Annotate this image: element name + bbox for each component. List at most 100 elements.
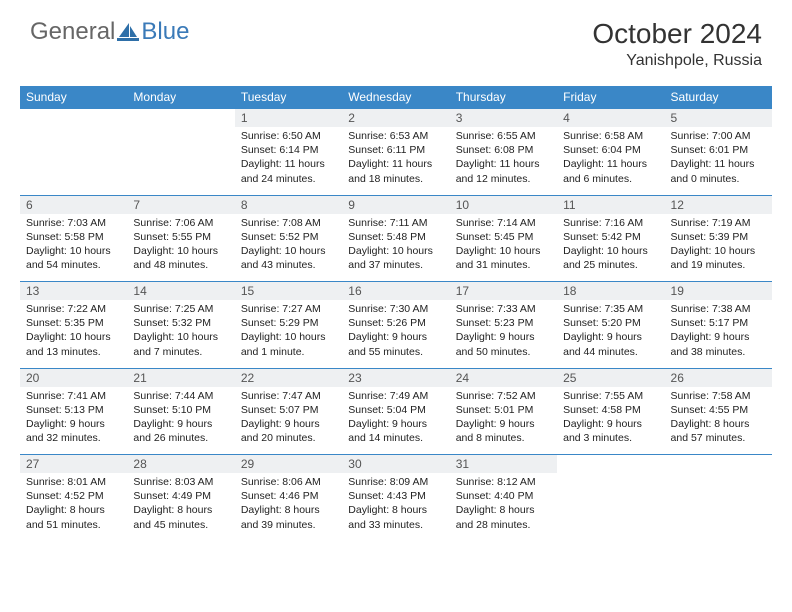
day-body-row: Sunrise: 6:50 AMSunset: 6:14 PMDaylight:…	[20, 127, 772, 195]
day-number-cell: 29	[235, 455, 342, 474]
sunrise-text: Sunrise: 7:33 AM	[456, 302, 551, 316]
sunrise-text: Sunrise: 6:58 AM	[563, 129, 658, 143]
day-number-cell: 1	[235, 109, 342, 128]
day-number-cell: 15	[235, 282, 342, 301]
day-number-cell: 27	[20, 455, 127, 474]
day-number-cell	[127, 109, 234, 128]
daylight-text-2: and 45 minutes.	[133, 518, 228, 532]
title-block: October 2024 Yanishpole, Russia	[592, 18, 762, 70]
day-number-cell: 18	[557, 282, 664, 301]
day-number-row: 2728293031	[20, 455, 772, 474]
daylight-text-2: and 1 minute.	[241, 345, 336, 359]
daylight-text-2: and 50 minutes.	[456, 345, 551, 359]
day-body-cell	[665, 473, 772, 541]
daylight-text-1: Daylight: 10 hours	[133, 244, 228, 258]
day-body-cell: Sunrise: 7:58 AMSunset: 4:55 PMDaylight:…	[665, 387, 772, 455]
day-body-cell: Sunrise: 7:06 AMSunset: 5:55 PMDaylight:…	[127, 214, 234, 282]
day-body-cell: Sunrise: 7:55 AMSunset: 4:58 PMDaylight:…	[557, 387, 664, 455]
sunset-text: Sunset: 4:52 PM	[26, 489, 121, 503]
sunset-text: Sunset: 6:04 PM	[563, 143, 658, 157]
day-body-cell: Sunrise: 7:47 AMSunset: 5:07 PMDaylight:…	[235, 387, 342, 455]
weekday-header: Saturday	[665, 86, 772, 109]
daylight-text-1: Daylight: 9 hours	[456, 330, 551, 344]
daylight-text-2: and 44 minutes.	[563, 345, 658, 359]
sunset-text: Sunset: 5:58 PM	[26, 230, 121, 244]
day-body-cell: Sunrise: 8:03 AMSunset: 4:49 PMDaylight:…	[127, 473, 234, 541]
daylight-text-2: and 0 minutes.	[671, 172, 766, 186]
daylight-text-1: Daylight: 10 hours	[241, 244, 336, 258]
location-label: Yanishpole, Russia	[592, 52, 762, 70]
daylight-text-1: Daylight: 8 hours	[348, 503, 443, 517]
sunrise-text: Sunrise: 8:06 AM	[241, 475, 336, 489]
day-number-cell: 2	[342, 109, 449, 128]
daylight-text-2: and 13 minutes.	[26, 345, 121, 359]
daylight-text-1: Daylight: 10 hours	[133, 330, 228, 344]
day-body-cell: Sunrise: 7:00 AMSunset: 6:01 PMDaylight:…	[665, 127, 772, 195]
day-number-cell: 17	[450, 282, 557, 301]
day-body-cell: Sunrise: 7:08 AMSunset: 5:52 PMDaylight:…	[235, 214, 342, 282]
sunset-text: Sunset: 4:49 PM	[133, 489, 228, 503]
daylight-text-2: and 20 minutes.	[241, 431, 336, 445]
weekday-header: Wednesday	[342, 86, 449, 109]
daylight-text-1: Daylight: 9 hours	[348, 417, 443, 431]
day-number-cell: 13	[20, 282, 127, 301]
daylight-text-1: Daylight: 8 hours	[241, 503, 336, 517]
daylight-text-2: and 31 minutes.	[456, 258, 551, 272]
day-number-cell: 31	[450, 455, 557, 474]
daylight-text-2: and 3 minutes.	[563, 431, 658, 445]
sunrise-text: Sunrise: 7:03 AM	[26, 216, 121, 230]
day-number-cell: 4	[557, 109, 664, 128]
sunrise-text: Sunrise: 7:58 AM	[671, 389, 766, 403]
day-body-row: Sunrise: 7:22 AMSunset: 5:35 PMDaylight:…	[20, 300, 772, 368]
day-number-cell	[665, 455, 772, 474]
sunrise-text: Sunrise: 7:11 AM	[348, 216, 443, 230]
daylight-text-1: Daylight: 9 hours	[241, 417, 336, 431]
day-body-cell: Sunrise: 7:35 AMSunset: 5:20 PMDaylight:…	[557, 300, 664, 368]
day-body-cell: Sunrise: 7:16 AMSunset: 5:42 PMDaylight:…	[557, 214, 664, 282]
daylight-text-1: Daylight: 11 hours	[241, 157, 336, 171]
page-header: General Blue October 2024 Yanishpole, Ru…	[0, 0, 792, 78]
sunrise-text: Sunrise: 7:41 AM	[26, 389, 121, 403]
day-body-row: Sunrise: 7:03 AMSunset: 5:58 PM Daylight:…	[20, 214, 772, 282]
day-number-cell: 19	[665, 282, 772, 301]
sunrise-text: Sunrise: 8:12 AM	[456, 475, 551, 489]
sunrise-text: Sunrise: 6:55 AM	[456, 129, 551, 143]
sunset-text: Sunset: 5:48 PM	[348, 230, 443, 244]
day-number-cell: 20	[20, 368, 127, 387]
day-number-row: 20212223242526	[20, 368, 772, 387]
day-body-row: Sunrise: 8:01 AMSunset: 4:52 PMDaylight:…	[20, 473, 772, 541]
day-body-cell: Sunrise: 7:33 AMSunset: 5:23 PMDaylight:…	[450, 300, 557, 368]
daylight-text-2: and 37 minutes.	[348, 258, 443, 272]
daylight-text-2: and 54 minutes.	[26, 258, 121, 272]
daylight-text-1: Daylight: 10 hours	[26, 330, 121, 344]
day-number-cell: 5	[665, 109, 772, 128]
daylight-text-2: and 26 minutes.	[133, 431, 228, 445]
day-number-cell: 26	[665, 368, 772, 387]
month-title: October 2024	[592, 18, 762, 50]
sunset-text: Sunset: 5:17 PM	[671, 316, 766, 330]
sunrise-text: Sunrise: 6:50 AM	[241, 129, 336, 143]
day-body-cell: Sunrise: 6:53 AMSunset: 6:11 PMDaylight:…	[342, 127, 449, 195]
daylight-text-2: and 55 minutes.	[348, 345, 443, 359]
day-number-cell: 22	[235, 368, 342, 387]
day-body-cell: Sunrise: 8:09 AMSunset: 4:43 PMDaylight:…	[342, 473, 449, 541]
day-body-row: Sunrise: 7:41 AMSunset: 5:13 PM Daylight:…	[20, 387, 772, 455]
daylight-text-2: and 38 minutes.	[671, 345, 766, 359]
sunset-text: Sunset: 5:13 PM	[26, 403, 121, 417]
daylight-text-1: Daylight: 8 hours	[26, 503, 121, 517]
sunset-text: Sunset: 5:32 PM	[133, 316, 228, 330]
daylight-text-2: and 7 minutes.	[133, 345, 228, 359]
daylight-text-1: Daylight: 9 hours	[563, 417, 658, 431]
sunset-text: Sunset: 5:45 PM	[456, 230, 551, 244]
daylight-text-1: Daylight: 10 hours	[671, 244, 766, 258]
sunrise-text: Sunrise: 7:08 AM	[241, 216, 336, 230]
daylight-text-2: and 48 minutes.	[133, 258, 228, 272]
sunrise-text: Sunrise: 7:55 AM	[563, 389, 658, 403]
daylight-text-1: Daylight: 10 hours	[348, 244, 443, 258]
day-body-cell: Sunrise: 7:27 AMSunset: 5:29 PMDaylight:…	[235, 300, 342, 368]
day-body-cell: Sunrise: 7:41 AMSunset: 5:13 PMDaylight:…	[20, 387, 127, 455]
day-number-cell: 6	[20, 195, 127, 214]
daylight-text-1: Daylight: 11 hours	[348, 157, 443, 171]
day-body-cell: Sunrise: 7:22 AMSunset: 5:35 PMDaylight:…	[20, 300, 127, 368]
sunrise-text: Sunrise: 7:22 AM	[26, 302, 121, 316]
